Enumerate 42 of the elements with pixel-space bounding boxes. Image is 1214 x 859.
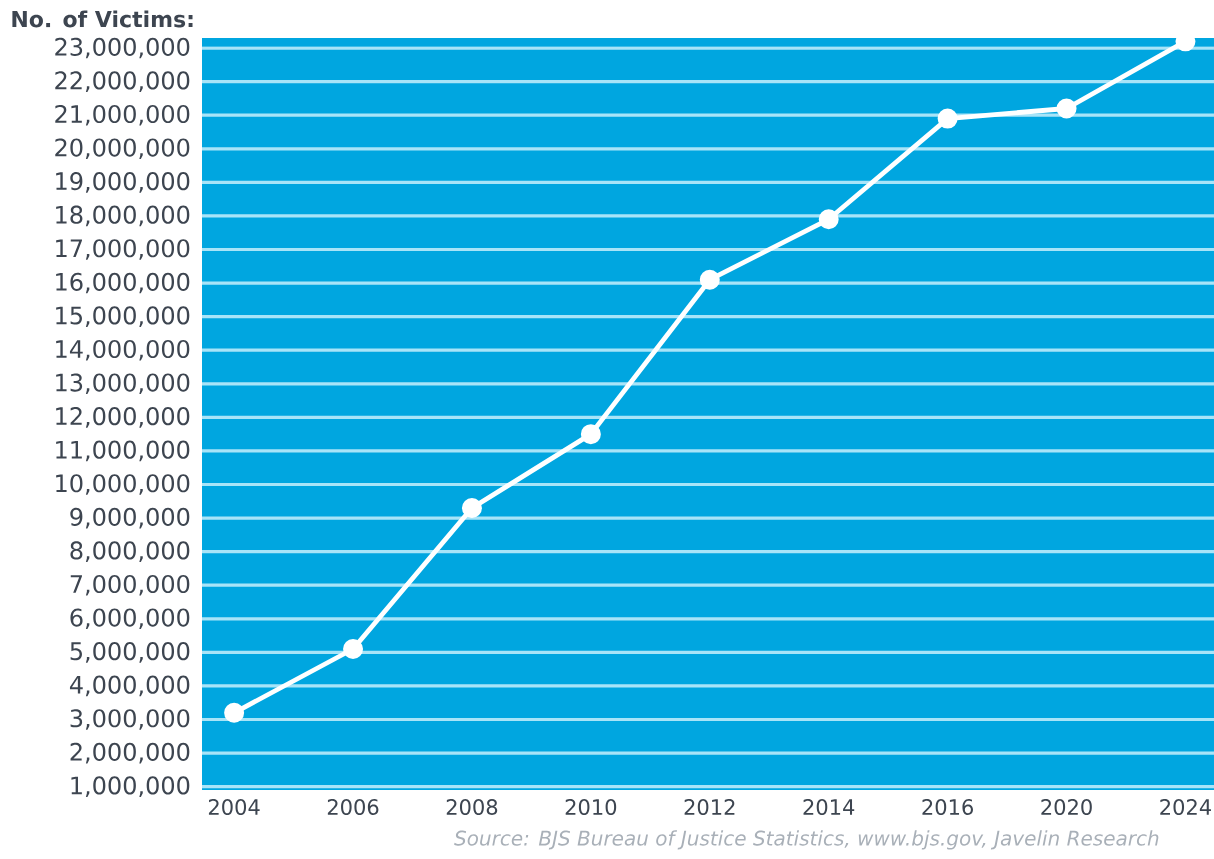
y-tick-label: 9,000,000	[70, 507, 190, 529]
x-tick-label: 2012	[684, 799, 735, 815]
point	[818, 209, 839, 230]
y-tick-label: 13,000,000	[56, 373, 190, 395]
y-tick-label: 6,000,000	[70, 608, 190, 630]
y-tick-label: 4,000,000	[69, 675, 190, 697]
point	[461, 498, 482, 518]
y-tick-label: 7,000,000	[70, 574, 190, 596]
x-tick-label: 2004	[208, 799, 260, 815]
x-tick-label: 2008	[446, 799, 498, 815]
y-tick-label: 15,000,000	[56, 306, 190, 327]
x-tick-label: 2024	[1160, 799, 1211, 815]
y-tick-label: 11,000,000	[56, 440, 190, 462]
y-tick-label: 20,000,000	[55, 138, 190, 160]
point	[224, 702, 245, 723]
point	[580, 424, 601, 445]
y-tick-label: 19,000,000	[56, 172, 190, 193]
point	[1056, 98, 1077, 119]
y-axis-title: No. of Victims:	[12, 10, 193, 28]
x-tick-label: 2020	[1041, 799, 1092, 815]
y-tick-label: 8,000,000	[70, 541, 190, 562]
x-tick-label: 2014	[803, 799, 855, 815]
y-tick-label: 1,000,000	[71, 776, 190, 797]
y-tick-label: 10,000,000	[56, 474, 190, 495]
y-tick-label: 16,000,000	[56, 272, 190, 294]
y-tick-label: 14,000,000	[56, 339, 190, 361]
y-tick-label: 12,000,000	[56, 407, 190, 428]
y-tick-label: 5,000,000	[70, 642, 190, 663]
x-tick-label: 2010	[565, 799, 617, 815]
y-tick-label: 23,000,000	[55, 37, 190, 59]
y-tick-label: 17,000,000	[56, 239, 190, 260]
y-tick-label: 3,000,000	[70, 709, 190, 730]
y-tick-label: 18,000,000	[56, 205, 190, 227]
x-tick-label: 2016	[922, 799, 973, 815]
y-tick-label: 21,000,000	[55, 104, 190, 126]
point	[343, 639, 364, 659]
point	[937, 108, 958, 129]
point	[699, 269, 720, 290]
source-note: Source: BJS Bureau of Justice Statistics, www.bjs.gov, Javelin Research	[454, 830, 1159, 850]
y-tick-label: 2,000,000	[70, 742, 190, 764]
x-tick-label: 2006	[327, 799, 379, 815]
y-tick-label: 22,000,000	[55, 71, 190, 92]
